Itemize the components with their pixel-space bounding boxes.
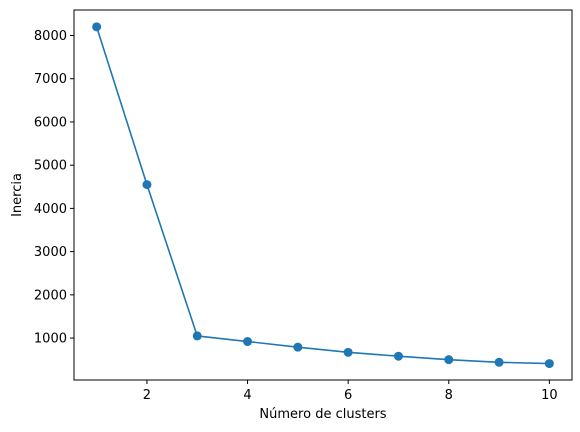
data-point xyxy=(494,357,504,367)
series-line xyxy=(95,26,550,365)
y-tick-label: 5000 xyxy=(34,159,67,174)
data-point xyxy=(293,342,303,352)
y-axis-label: Inercia xyxy=(10,173,25,217)
plot-area xyxy=(74,10,572,380)
y-axis-ticks: 1000 2000 3000 4000 5000 6000 7000 8000 xyxy=(34,29,74,347)
x-tick-label: 4 xyxy=(243,388,251,403)
x-tick-label: 8 xyxy=(445,388,453,403)
data-point xyxy=(544,359,554,369)
data-point xyxy=(343,347,353,357)
x-tick-label: 10 xyxy=(541,388,558,403)
data-point xyxy=(92,22,102,32)
data-point xyxy=(393,351,403,361)
x-tick-label: 6 xyxy=(344,388,352,403)
y-tick-label: 8000 xyxy=(34,29,67,44)
data-point xyxy=(192,331,202,341)
series-layer xyxy=(92,22,554,369)
x-tick-label: 2 xyxy=(143,388,151,403)
x-axis-ticks: 2 4 6 8 10 xyxy=(143,380,558,403)
x-axis-label: Número de clusters xyxy=(259,407,386,422)
y-tick-label: 4000 xyxy=(34,202,67,217)
plot-frame xyxy=(73,9,573,381)
y-tick-label: 7000 xyxy=(34,72,67,87)
y-tick-label: 2000 xyxy=(34,288,67,303)
data-point xyxy=(142,180,152,190)
data-point xyxy=(243,337,253,347)
y-tick-label: 3000 xyxy=(34,245,67,260)
y-tick-label: 1000 xyxy=(34,332,67,347)
y-tick-label: 6000 xyxy=(34,115,67,130)
data-point xyxy=(444,355,454,365)
